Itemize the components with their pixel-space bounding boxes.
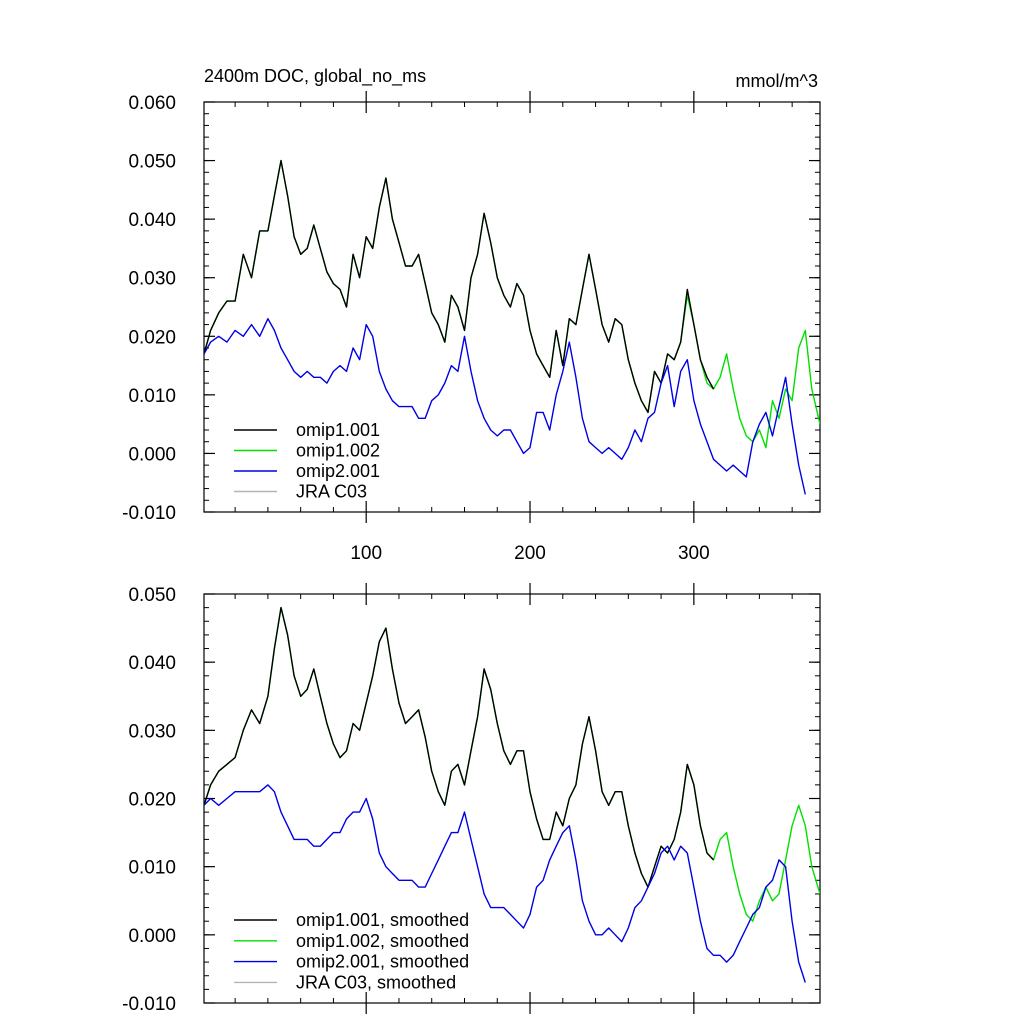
bottom-panel: -0.010 0.000 0.010 0.020 0.030 0.040 0.050 omip… [122, 583, 821, 1015]
legend-label: omip1.002 [296, 441, 380, 461]
y-tick-label: -0.010 [122, 503, 176, 524]
y-tick-label: 0.010 [128, 386, 176, 407]
top-panel: -0.010 0.000 0.010 0.020 0.030 0.040 0.050 0.06… [122, 91, 821, 564]
series-line-omip1-002-smoothed [204, 606, 820, 922]
y-tick-label: 0.030 [128, 721, 176, 742]
y-tick-label: 0.050 [128, 152, 176, 173]
y-tick-label: 0.040 [128, 653, 176, 674]
legend-label: omip2.001, smoothed [296, 952, 469, 972]
y-tick-label: 0.000 [128, 926, 176, 947]
x-tick-label: 300 [678, 543, 710, 564]
legend-label: omip1.001 [296, 420, 380, 440]
y-tick-label: 0.010 [128, 858, 176, 879]
series-line-omip2-001 [204, 318, 806, 495]
legend-label: omip1.001, smoothed [296, 910, 469, 930]
legend-label: omip1.002, smoothed [296, 931, 469, 951]
y-tick-label: 0.020 [128, 790, 176, 811]
series-line-omip1-001 [204, 159, 715, 414]
y-tick-label: 0.060 [128, 93, 176, 114]
legend-label: JRA C03 [296, 482, 367, 502]
y-tick-label: 0.040 [128, 210, 176, 231]
y-tick-label: 0.050 [128, 585, 176, 606]
series-line-omip2-001-smoothed [204, 784, 806, 983]
legend-label: JRA C03, smoothed [296, 972, 456, 992]
series-line-omip1-001-smoothed [204, 606, 715, 888]
y-tick-label: 0.030 [128, 269, 176, 290]
y-tick-label: 0.020 [128, 327, 176, 348]
series-line-omip1-002 [204, 159, 820, 449]
y-tick-label: 0.000 [128, 444, 176, 465]
plot-frame [203, 101, 821, 513]
figure-units: mmol/m^3 [736, 71, 818, 91]
x-tick-label: 200 [514, 543, 546, 564]
x-tick-label: 100 [350, 543, 382, 564]
legend-label: omip2.001 [296, 461, 380, 481]
y-tick-label: -0.010 [122, 994, 176, 1015]
figure-title: 2400m DOC, global_no_ms [204, 66, 426, 87]
